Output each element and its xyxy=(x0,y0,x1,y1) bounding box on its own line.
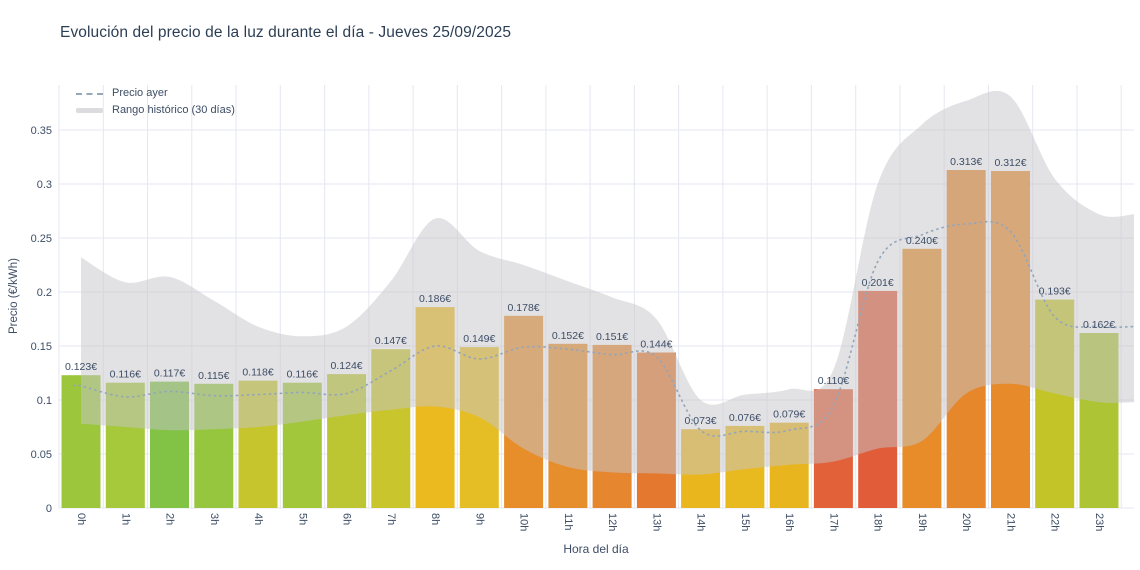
x-tick-label: 6h xyxy=(341,513,353,525)
x-tick-label: 1h xyxy=(119,513,131,525)
chart-title: Evolución del precio de la luz durante e… xyxy=(60,24,512,41)
bar-value-label: 0.079€ xyxy=(773,409,805,421)
bar-value-label: 0.178€ xyxy=(508,302,540,314)
y-tick-label: 0 xyxy=(46,503,52,515)
x-tick-label: 4h xyxy=(252,513,264,525)
y-tick-label: 0.15 xyxy=(31,341,52,353)
historical-range-band[interactable] xyxy=(81,90,1134,475)
bar-value-label: 0.201€ xyxy=(862,277,894,289)
dashed-line-swatch-icon xyxy=(76,92,103,95)
x-tick-label: 9h xyxy=(473,513,485,525)
x-tick-label: 12h xyxy=(606,513,618,531)
legend-item-rango-historico[interactable]: Rango histórico (30 días) xyxy=(76,104,235,117)
x-tick-label: 20h xyxy=(960,513,972,531)
bar-value-label: 0.116€ xyxy=(287,369,318,381)
y-tick-label: 0.3 xyxy=(37,179,52,191)
x-tick-label: 16h xyxy=(783,513,795,531)
band-swatch-icon xyxy=(76,108,103,113)
x-tick-label: 0h xyxy=(75,513,87,525)
x-tick-label: 13h xyxy=(650,513,662,531)
x-tick-label: 18h xyxy=(872,513,884,531)
bar-value-label: 0.117€ xyxy=(154,368,185,380)
x-tick-label: 23h xyxy=(1093,513,1105,531)
bar-value-label: 0.144€ xyxy=(640,339,672,351)
bar-value-label: 0.073€ xyxy=(685,415,717,427)
x-axis-title: Hora del día xyxy=(563,542,629,556)
bar-value-label: 0.123€ xyxy=(65,361,97,373)
x-tick-label: 10h xyxy=(518,513,530,531)
yesterday-price-line[interactable] xyxy=(72,220,1135,437)
x-tick-label: 5h xyxy=(296,513,308,525)
x-tick-label: 19h xyxy=(916,513,928,531)
bar-value-label: 0.118€ xyxy=(242,367,273,379)
bar-value-label: 0.193€ xyxy=(1039,286,1071,298)
bar-value-label: 0.151€ xyxy=(596,331,628,343)
x-tick-label: 7h xyxy=(385,513,397,525)
bar-value-label: 0.124€ xyxy=(331,360,363,372)
y-tick-label: 0.05 xyxy=(31,449,52,461)
bar-value-label: 0.162€ xyxy=(1083,319,1115,331)
y-tick-label: 0.25 xyxy=(31,233,52,245)
bar-value-label: 0.152€ xyxy=(552,330,584,342)
bar-value-label: 0.110€ xyxy=(818,375,849,387)
bar-value-label: 0.116€ xyxy=(110,369,141,381)
bar-value-label: 0.240€ xyxy=(906,235,938,247)
x-tick-label: 3h xyxy=(208,513,220,525)
x-tick-label: 22h xyxy=(1049,513,1061,531)
bar-value-label: 0.313€ xyxy=(950,156,982,168)
bar-value-label: 0.186€ xyxy=(419,293,451,305)
y-tick-label: 0.1 xyxy=(37,395,52,407)
x-tick-label: 2h xyxy=(164,513,176,525)
y-tick-label: 0.2 xyxy=(37,287,52,299)
bar-value-label: 0.076€ xyxy=(729,412,761,424)
x-tick-label: 17h xyxy=(827,513,839,531)
x-tick-label: 15h xyxy=(739,513,751,531)
legend-label-rango-historico: Rango histórico (30 días) xyxy=(112,104,235,116)
x-tick-label: 8h xyxy=(429,513,441,525)
bar-value-label: 0.312€ xyxy=(994,157,1026,169)
bar-value-label: 0.149€ xyxy=(463,333,495,345)
bar-value-label: 0.147€ xyxy=(375,335,407,347)
legend-item-precio-ayer[interactable]: Precio ayer xyxy=(76,87,235,100)
legend-label-precio-ayer: Precio ayer xyxy=(112,87,168,99)
bar-value-label: 0.115€ xyxy=(198,370,229,382)
legend: Precio ayer Rango histórico (30 días) xyxy=(76,87,235,117)
x-tick-label: 11h xyxy=(562,513,574,531)
y-tick-label: 0.35 xyxy=(31,125,52,137)
y-axis-title: Precio (€/kWh) xyxy=(8,257,20,335)
x-tick-label: 14h xyxy=(695,513,707,531)
x-tick-label: 21h xyxy=(1005,513,1017,531)
